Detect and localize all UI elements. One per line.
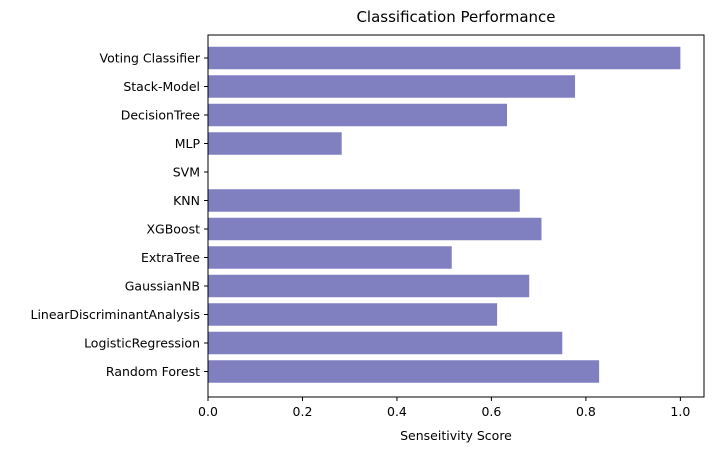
y-tick-label: LinearDiscriminantAnalysis bbox=[30, 307, 200, 322]
bar-random-forest bbox=[208, 360, 600, 383]
y-tick-label: DecisionTree bbox=[121, 108, 201, 123]
x-axis-title: Senseitivity Score bbox=[400, 428, 512, 443]
bar-decisiontree bbox=[208, 103, 508, 127]
y-tick-label: KNN bbox=[173, 193, 200, 208]
bar-xgboost bbox=[208, 217, 542, 241]
y-tick-label: MLP bbox=[175, 136, 201, 151]
bar-lineardiscriminantanalysis bbox=[208, 303, 498, 326]
bar-mlp bbox=[208, 132, 342, 155]
category-labels: Voting Classifier Stack-Model DecisionTree… bbox=[30, 51, 208, 379]
bars-group bbox=[208, 46, 681, 383]
x-tick-label: 1.0 bbox=[670, 404, 690, 419]
x-tick-label: 0.6 bbox=[481, 404, 501, 419]
bar-logisticregression bbox=[208, 331, 563, 355]
x-tick-label: 0.4 bbox=[387, 404, 407, 419]
y-tick-label: XGBoost bbox=[146, 222, 200, 237]
y-tick-label: Voting Classifier bbox=[100, 51, 201, 66]
x-tick-label: 0.8 bbox=[576, 404, 596, 419]
y-tick-label: GaussianNB bbox=[125, 279, 200, 294]
x-tick-label: 0.0 bbox=[198, 404, 218, 419]
chart-title: Classification Performance bbox=[356, 8, 555, 26]
x-tick-label: 0.2 bbox=[293, 404, 313, 419]
y-tick-label: LogisticRegression bbox=[84, 336, 200, 351]
bar-knn bbox=[208, 189, 520, 212]
x-axis-ticks: 0.0 0.2 0.4 0.6 0.8 1.0 bbox=[198, 397, 690, 419]
y-tick-label: SVM bbox=[173, 165, 200, 180]
y-tick-label: Stack-Model bbox=[123, 79, 200, 94]
bar-gaussiannb bbox=[208, 274, 530, 298]
bar-extratree bbox=[208, 246, 452, 269]
bar-voting-classifier bbox=[208, 46, 681, 70]
plot-frame bbox=[207, 34, 705, 398]
y-tick-label: ExtraTree bbox=[141, 250, 200, 265]
y-tick-label: Random Forest bbox=[106, 364, 200, 379]
bar-stack-model bbox=[208, 75, 576, 98]
